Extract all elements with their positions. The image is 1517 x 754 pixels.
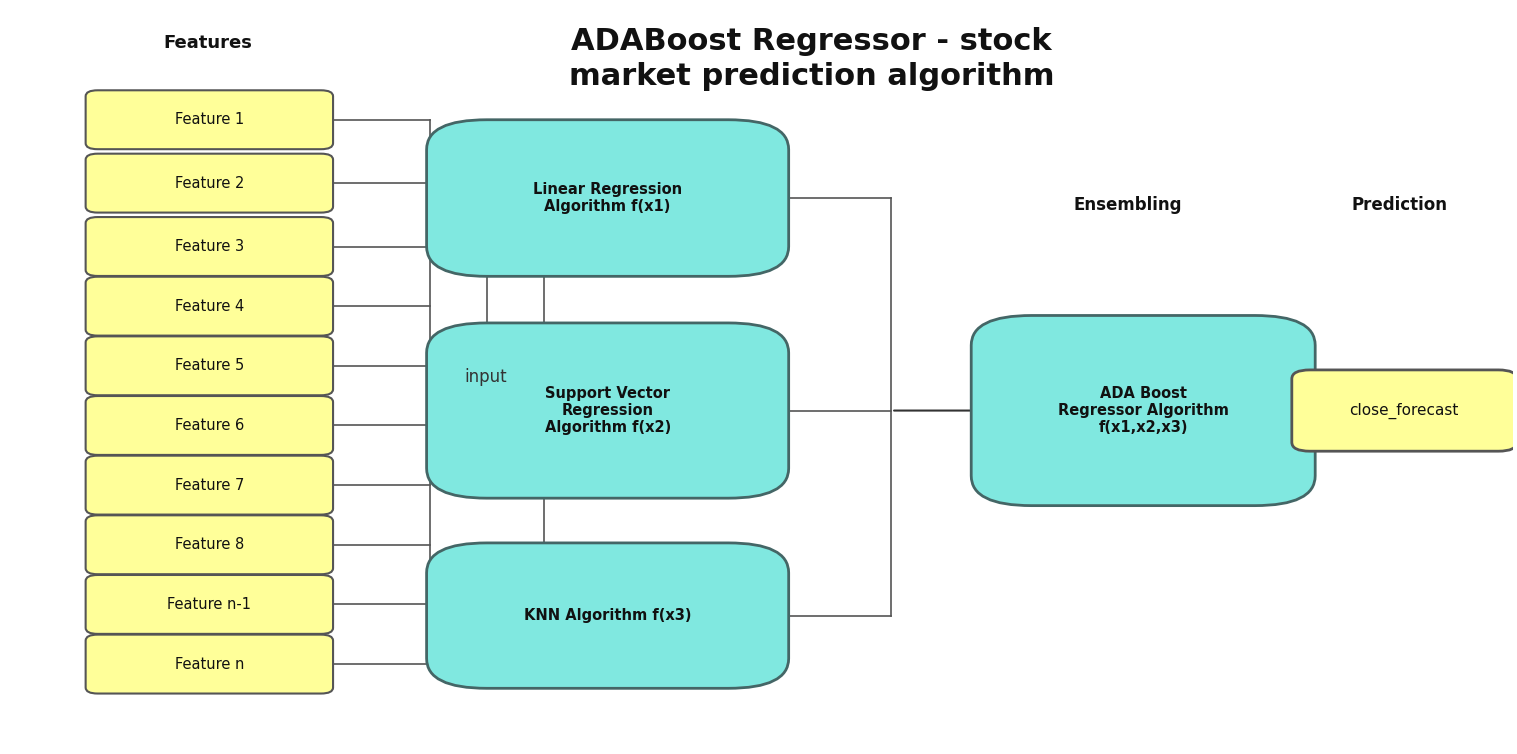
Text: KNN Algorithm f(x3): KNN Algorithm f(x3) [523,608,692,623]
Text: input: input [464,368,507,386]
Text: Feature n: Feature n [174,657,244,672]
Text: ADABoost Regressor - stock
market prediction algorithm: ADABoost Regressor - stock market predic… [569,26,1054,91]
Text: Feature n-1: Feature n-1 [167,597,252,612]
FancyBboxPatch shape [426,543,789,688]
Text: Support Vector
Regression
Algorithm f(x2): Support Vector Regression Algorithm f(x2… [545,385,671,436]
FancyBboxPatch shape [85,90,334,149]
Text: Prediction: Prediction [1352,197,1447,214]
FancyBboxPatch shape [85,277,334,336]
Text: Feature 4: Feature 4 [174,299,244,314]
Text: Ensembling: Ensembling [1074,197,1182,214]
FancyBboxPatch shape [1292,370,1517,451]
FancyBboxPatch shape [971,315,1315,506]
FancyBboxPatch shape [85,336,334,395]
FancyBboxPatch shape [426,120,789,276]
FancyBboxPatch shape [85,154,334,213]
Text: Linear Regression
Algorithm f(x1): Linear Regression Algorithm f(x1) [532,182,683,214]
Text: Feature 3: Feature 3 [174,239,244,254]
FancyBboxPatch shape [85,217,334,276]
FancyBboxPatch shape [85,396,334,455]
FancyBboxPatch shape [85,455,334,514]
FancyBboxPatch shape [85,515,334,575]
Text: Feature 7: Feature 7 [174,477,244,492]
FancyBboxPatch shape [426,323,789,498]
Text: ADA Boost
Regressor Algorithm
f(x1,x2,x3): ADA Boost Regressor Algorithm f(x1,x2,x3… [1057,385,1229,436]
Text: Feature 8: Feature 8 [174,538,244,552]
Text: Features: Features [164,34,252,52]
FancyBboxPatch shape [85,575,334,634]
Text: Feature 5: Feature 5 [174,358,244,373]
Text: Feature 6: Feature 6 [174,418,244,433]
Text: Feature 2: Feature 2 [174,176,244,191]
Text: close_forecast: close_forecast [1350,403,1459,418]
Text: Feature 1: Feature 1 [174,112,244,127]
FancyBboxPatch shape [85,635,334,694]
